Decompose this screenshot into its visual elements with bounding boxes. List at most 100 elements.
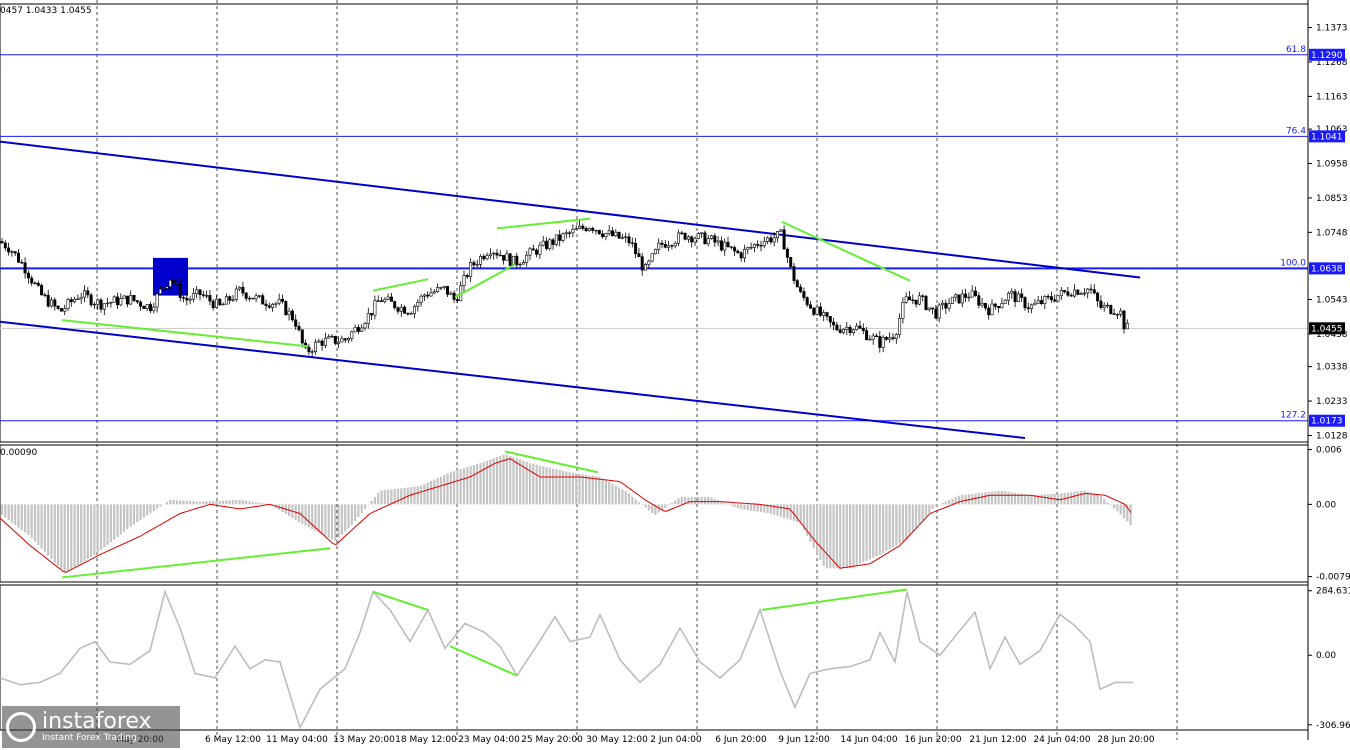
candle-body bbox=[475, 264, 479, 266]
macd-histogram-bar bbox=[1066, 492, 1069, 505]
candle-body bbox=[7, 247, 11, 253]
y-tick-label: 1.0233 bbox=[1316, 397, 1348, 407]
macd-histogram-bar bbox=[1000, 490, 1003, 505]
candle-body bbox=[647, 260, 651, 265]
macd-histogram-bar bbox=[413, 486, 416, 505]
candle-body bbox=[215, 298, 219, 309]
candle-body bbox=[544, 240, 548, 249]
macd-histogram-bar bbox=[228, 500, 231, 505]
candle-body bbox=[333, 335, 337, 344]
candle-body bbox=[944, 302, 948, 309]
macd-histogram-bar bbox=[674, 500, 677, 505]
macd-histogram-bar bbox=[684, 497, 687, 505]
candle-body bbox=[1125, 323, 1129, 330]
macd-histogram-bar bbox=[142, 504, 145, 518]
x-tick-label: 30 May 12:00 bbox=[586, 735, 648, 745]
macd-histogram-bar bbox=[27, 504, 30, 536]
macd-histogram-bar bbox=[347, 504, 350, 529]
macd-histogram-bar bbox=[182, 500, 185, 505]
macd-histogram-bar bbox=[387, 489, 390, 505]
macd-histogram-bar bbox=[1033, 494, 1036, 505]
macd-histogram-bar bbox=[779, 504, 782, 517]
candle-body bbox=[300, 329, 304, 344]
macd-histogram-bar bbox=[885, 504, 888, 552]
candle-body bbox=[766, 237, 770, 242]
candle-body bbox=[848, 326, 852, 334]
candle-body bbox=[1056, 295, 1060, 302]
price-pane[interactable]: 61.8 76.4 100.0 127.2 bbox=[0, 45, 1308, 440]
macd-histogram-bar bbox=[598, 476, 601, 505]
candle-body bbox=[1016, 293, 1020, 303]
macd-histogram-bar bbox=[185, 500, 188, 505]
macd-histogram-bar bbox=[416, 486, 419, 505]
candle-body bbox=[112, 296, 116, 303]
macd-histogram-bar bbox=[865, 504, 868, 561]
divergence-line bbox=[61, 319, 309, 348]
macd-histogram-bar bbox=[469, 466, 472, 505]
macd-histogram-bar bbox=[819, 504, 822, 560]
macd-pane[interactable] bbox=[0, 450, 1132, 579]
candle-body bbox=[155, 293, 159, 308]
macd-histogram-bar bbox=[862, 504, 865, 563]
candle-body bbox=[587, 228, 591, 232]
candle-body bbox=[749, 246, 753, 249]
macd-histogram-bar bbox=[410, 487, 413, 505]
macd-histogram-bar bbox=[245, 500, 248, 505]
candle-body bbox=[950, 296, 954, 304]
candle-body bbox=[881, 337, 885, 348]
candle-body bbox=[1059, 290, 1063, 297]
macd-histogram-bar bbox=[918, 504, 921, 525]
fib-price-box bbox=[1309, 48, 1345, 61]
candle-body bbox=[871, 335, 875, 340]
macd-histogram-bar bbox=[152, 504, 155, 511]
candle-body bbox=[26, 272, 30, 279]
macd-histogram-bar bbox=[924, 504, 928, 517]
candle-body bbox=[228, 296, 232, 301]
macd-histogram-bar bbox=[984, 492, 987, 505]
candle-body bbox=[370, 313, 374, 316]
cci-pane[interactable] bbox=[0, 588, 1133, 730]
candle-body bbox=[465, 275, 469, 278]
macd-histogram-bar bbox=[99, 504, 103, 550]
macd-histogram-bar bbox=[1004, 491, 1007, 505]
macd-histogram-bar bbox=[690, 497, 693, 505]
candle-body bbox=[191, 293, 195, 300]
macd-histogram-bar bbox=[30, 504, 33, 539]
candle-body bbox=[244, 292, 248, 299]
candle-body bbox=[828, 316, 832, 323]
macd-header: 0.00090 bbox=[0, 448, 38, 458]
candle-body bbox=[175, 283, 179, 285]
macd-histogram-bar bbox=[1129, 504, 1132, 525]
fib-price-label: 1.0638 bbox=[1311, 264, 1343, 274]
candle-body bbox=[673, 242, 677, 247]
candle-body bbox=[1102, 305, 1106, 308]
macd-histogram-bar bbox=[796, 504, 799, 522]
macd-histogram-bar bbox=[822, 504, 825, 566]
macd-histogram-bar bbox=[169, 499, 172, 505]
macd-histogram-bar bbox=[340, 504, 343, 535]
candle-body bbox=[686, 236, 690, 240]
candle-body bbox=[1082, 292, 1086, 295]
candle-body bbox=[822, 312, 826, 316]
macd-histogram-bar bbox=[116, 504, 119, 537]
macd-histogram-bar bbox=[433, 479, 436, 505]
candle-body bbox=[1066, 291, 1070, 296]
macd-histogram-bar bbox=[248, 501, 251, 505]
macd-histogram-bar bbox=[832, 504, 835, 569]
macd-tick-label: 0.006 bbox=[1316, 446, 1342, 456]
macd-histogram-bar bbox=[528, 463, 532, 505]
macd-histogram-bar bbox=[492, 458, 495, 505]
macd-histogram-bar bbox=[552, 468, 555, 505]
macd-histogram-bar bbox=[436, 478, 439, 505]
macd-histogram-bar bbox=[449, 472, 452, 505]
candle-body bbox=[323, 337, 327, 346]
candle-body bbox=[30, 277, 34, 284]
y-tick-label: 1.0338 bbox=[1316, 363, 1348, 373]
candle-body bbox=[700, 232, 704, 234]
candle-body bbox=[643, 264, 647, 271]
candle-body bbox=[389, 296, 393, 302]
macd-histogram-bar bbox=[505, 454, 508, 505]
macd-histogram-bar bbox=[736, 504, 739, 509]
candle-body bbox=[363, 323, 367, 329]
candle-body bbox=[1086, 288, 1090, 294]
